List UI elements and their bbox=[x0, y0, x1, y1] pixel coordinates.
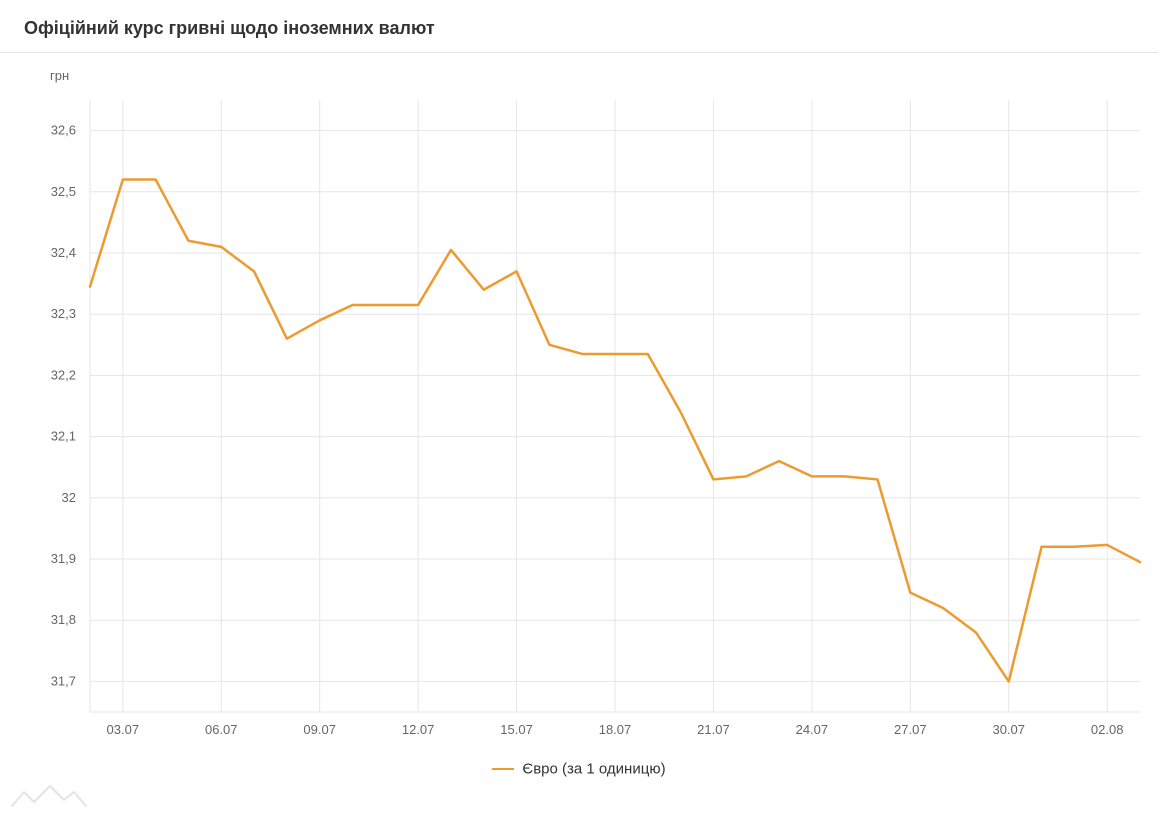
svg-text:30.07: 30.07 bbox=[992, 722, 1025, 737]
svg-text:02.08: 02.08 bbox=[1091, 722, 1124, 737]
svg-text:32,2: 32,2 bbox=[51, 367, 76, 382]
svg-text:21.07: 21.07 bbox=[697, 722, 730, 737]
svg-text:27.07: 27.07 bbox=[894, 722, 927, 737]
chart-title: Офіційний курс гривні щодо іноземних вал… bbox=[24, 18, 435, 39]
svg-text:06.07: 06.07 bbox=[205, 722, 238, 737]
chart-container: Офіційний курс гривні щодо іноземних вал… bbox=[0, 0, 1158, 818]
svg-text:31,8: 31,8 bbox=[51, 612, 76, 627]
watermark-icon bbox=[10, 784, 88, 810]
svg-text:18.07: 18.07 bbox=[599, 722, 632, 737]
svg-text:03.07: 03.07 bbox=[107, 722, 140, 737]
svg-text:32,6: 32,6 bbox=[51, 123, 76, 138]
svg-text:32,5: 32,5 bbox=[51, 184, 76, 199]
svg-text:32,4: 32,4 bbox=[51, 245, 76, 260]
chart-legend: Євро (за 1 одиницю) bbox=[0, 760, 1158, 778]
svg-text:грн: грн bbox=[50, 68, 69, 83]
svg-text:24.07: 24.07 bbox=[796, 722, 829, 737]
svg-text:15.07: 15.07 bbox=[500, 722, 533, 737]
svg-text:31,9: 31,9 bbox=[51, 551, 76, 566]
svg-text:31,7: 31,7 bbox=[51, 673, 76, 688]
svg-text:32,1: 32,1 bbox=[51, 429, 76, 444]
svg-text:32: 32 bbox=[62, 490, 76, 505]
svg-text:12.07: 12.07 bbox=[402, 722, 435, 737]
legend-swatch bbox=[492, 768, 514, 770]
legend-label: Євро (за 1 одиницю) bbox=[522, 761, 665, 778]
svg-text:09.07: 09.07 bbox=[303, 722, 336, 737]
line-chart: 31,7 31,8 31,9 32 32,1 32,2 32,3 32,4 32,5 32,6 03… bbox=[0, 52, 1158, 818]
svg-text:32,3: 32,3 bbox=[51, 306, 76, 321]
